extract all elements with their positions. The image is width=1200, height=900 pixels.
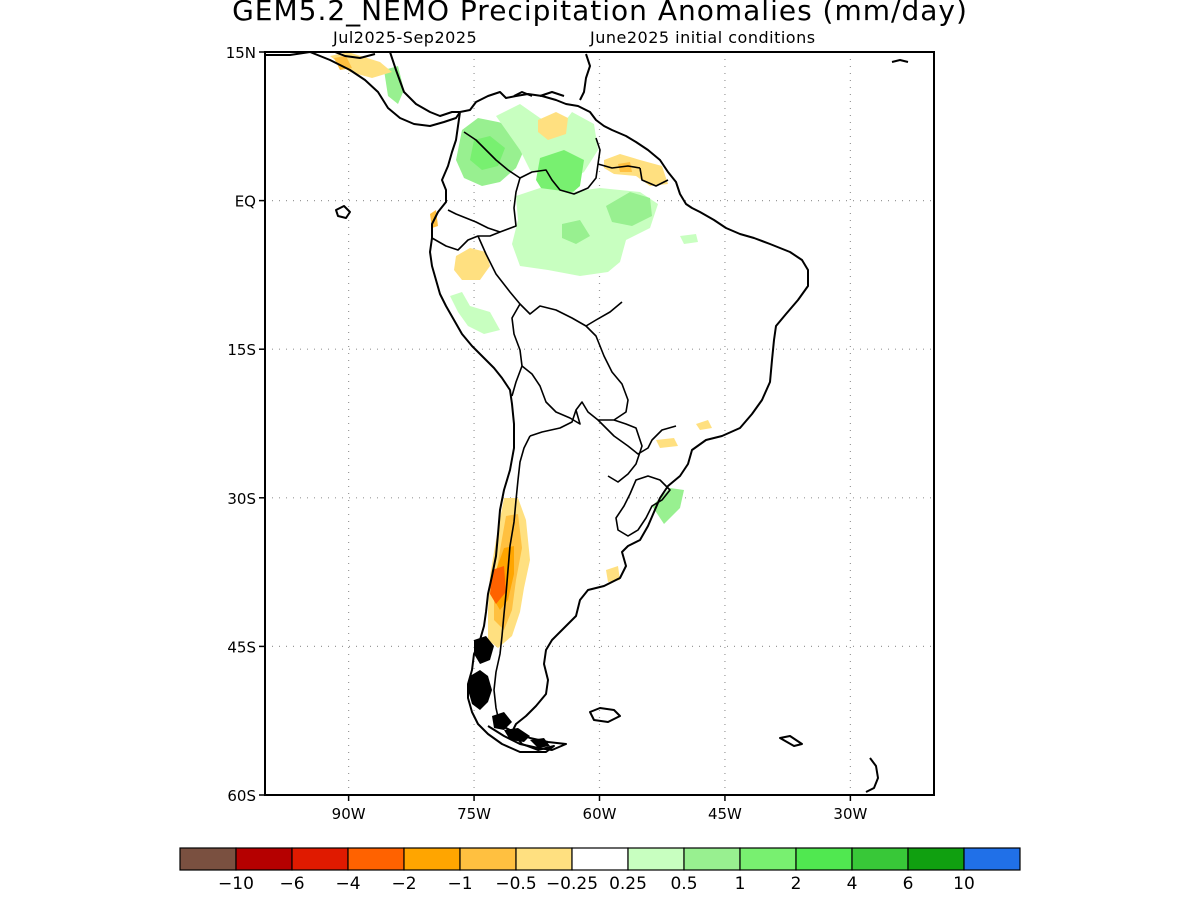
colorbar-swatch xyxy=(459,847,517,871)
anomaly-negative-peru xyxy=(454,248,490,280)
colorbar-swatch xyxy=(403,847,461,871)
colorbar-label: −2 xyxy=(391,874,416,894)
colorbar-label: 6 xyxy=(903,874,914,894)
colorbar-label: −0.5 xyxy=(495,874,536,894)
colorbar-label: 2 xyxy=(791,874,802,894)
colorbar-label: 0.5 xyxy=(670,874,697,894)
anomaly-negative-guyana xyxy=(604,154,668,186)
colorbar-label: −0.25 xyxy=(546,874,598,894)
anomaly-positive-amazon-core xyxy=(606,192,652,226)
forecast-period: Jul2025-Sep2025 xyxy=(333,28,478,47)
anomaly-positive-guiana xyxy=(536,150,584,200)
lat-tick-label: 30S xyxy=(227,490,256,508)
colorbar-swatch xyxy=(627,847,685,871)
anomaly-shading xyxy=(330,52,712,648)
colorbar-swatch xyxy=(907,847,965,871)
anomaly-positive-amazon-2 xyxy=(562,220,590,244)
colorbar-label: 10 xyxy=(953,874,975,894)
chile-archipelago xyxy=(468,636,550,748)
colorbar-label: 1 xyxy=(735,874,746,894)
colorbar-swatch xyxy=(739,847,797,871)
anomaly-positive-atlantic xyxy=(680,234,698,244)
anomaly-negative-brazil-coast xyxy=(656,438,678,448)
colorbar-swatch xyxy=(851,847,909,871)
anomaly-negative-brazil-coast-2 xyxy=(696,420,712,430)
lat-tick-label: EQ xyxy=(235,193,256,211)
colorbar-swatch xyxy=(235,847,293,871)
anomaly-positive-peru xyxy=(450,292,500,334)
lon-tick-label: 45W xyxy=(708,805,742,823)
lon-tick-label: 60W xyxy=(583,805,617,823)
anomaly-positive-uruguay xyxy=(652,488,684,524)
anomaly-positive-colombia-core xyxy=(470,136,505,170)
anomaly-negative-caribbean xyxy=(538,112,568,140)
country-borders xyxy=(431,131,677,727)
lat-tick-label: 45S xyxy=(227,638,256,656)
grid-lines xyxy=(265,52,934,795)
initial-conditions: June2025 initial conditions xyxy=(590,28,816,47)
anomaly-negative-mexico-core xyxy=(334,56,352,70)
lat-tick-label: 15N xyxy=(226,44,256,62)
colorbar-label: 0.25 xyxy=(609,874,647,894)
colorbar-swatch xyxy=(571,847,629,871)
axis-ticks: 15N EQ 15S 30S 45S 60S 90W 75W 60W 45W 30W xyxy=(226,44,868,823)
lat-tick-label: 15S xyxy=(227,341,256,359)
colorbar-swatch xyxy=(291,847,349,871)
colorbar-swatch xyxy=(963,847,1021,871)
anomaly-negative-chile-core xyxy=(490,566,506,604)
lon-tick-label: 30W xyxy=(833,805,867,823)
colorbar-label: 4 xyxy=(847,874,858,894)
lon-tick-label: 90W xyxy=(332,805,366,823)
colorbar-label: −1 xyxy=(447,874,472,894)
colorbar-swatch xyxy=(179,847,237,871)
colorbar-label: −6 xyxy=(279,874,304,894)
colorbar-swatch xyxy=(515,847,573,871)
map-area xyxy=(265,52,934,795)
colorbar-label: −10 xyxy=(218,874,254,894)
anomaly-negative-argentina xyxy=(606,566,620,582)
colorbar-label: −4 xyxy=(335,874,360,894)
colorbar-swatch xyxy=(347,847,405,871)
colorbar-swatch xyxy=(795,847,853,871)
lon-tick-label: 75W xyxy=(457,805,491,823)
map-title: GEM5.2_NEMO Precipitation Anomalies (mm/… xyxy=(232,0,968,27)
lat-tick-label: 60S xyxy=(227,787,256,805)
colorbar: −10 −6 −4 −2 −1 −0.5 −0.25 0.25 0.5 1 2 4 6 10 xyxy=(179,847,1021,894)
colorbar-swatch xyxy=(683,847,741,871)
